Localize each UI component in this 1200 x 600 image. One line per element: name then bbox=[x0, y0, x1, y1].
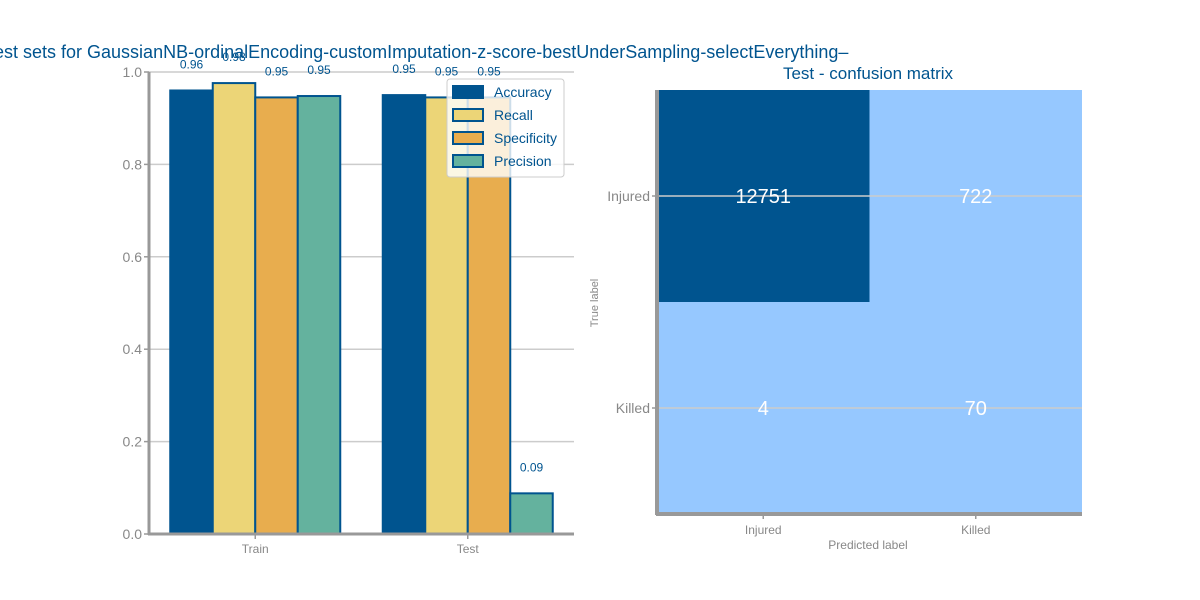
heatmap-cell-value: 722 bbox=[959, 186, 992, 208]
bar-value-label: 0.96 bbox=[180, 57, 204, 71]
heatmap-ylabel: True label bbox=[589, 279, 601, 328]
legend-swatch bbox=[452, 131, 484, 145]
heatmap-cell-value: 70 bbox=[965, 398, 987, 420]
legend-swatch bbox=[452, 85, 484, 99]
legend-swatch bbox=[452, 108, 484, 122]
bar bbox=[211, 82, 257, 535]
legend-label: Recall bbox=[494, 107, 533, 123]
bar-chart-x-ticks: Train Test bbox=[242, 534, 480, 556]
heatmap-x-tick-label: Injured bbox=[745, 523, 782, 537]
y-tick-label: 0.6 bbox=[123, 249, 143, 265]
y-tick-label: 0.0 bbox=[123, 526, 143, 542]
bar bbox=[296, 95, 342, 536]
bar-value-label: 0.95 bbox=[307, 63, 331, 77]
heatmap-title: Test - confusion matrix bbox=[783, 64, 954, 83]
bar-chart-y-ticks: 0.0 0.2 0.4 0.6 0.8 1.0 bbox=[123, 64, 149, 542]
legend: Accuracy Recall Specificity Precision bbox=[446, 78, 565, 178]
heatmap-cells bbox=[657, 90, 1082, 514]
heatmap-cell-values: 12751 722 4 70 bbox=[735, 186, 992, 420]
x-tick-label: Test bbox=[457, 542, 480, 556]
legend-label: Specificity bbox=[494, 130, 557, 146]
bar-value-label: 0.95 bbox=[435, 64, 459, 78]
bar bbox=[254, 96, 299, 535]
y-tick-label: 0.4 bbox=[123, 341, 143, 357]
legend-swatch bbox=[452, 154, 484, 168]
legend-label: Accuracy bbox=[494, 84, 552, 100]
bar bbox=[381, 94, 427, 535]
heatmap-cell-value: 4 bbox=[758, 398, 769, 420]
bar-value-label: 0.95 bbox=[265, 64, 289, 78]
legend-box bbox=[446, 78, 565, 178]
x-tick-label: Train bbox=[242, 542, 269, 556]
heatmap-y-tick-label: Killed bbox=[616, 400, 650, 416]
bar-chart-data-labels: 0.96 0.98 0.95 0.95 0.95 0.95 0.95 0.09 bbox=[180, 50, 544, 474]
y-tick-label: 0.8 bbox=[123, 156, 143, 172]
bar-value-label: 0.95 bbox=[477, 64, 501, 78]
heatmap-gridlines bbox=[657, 195, 1082, 409]
heatmap-ticks: Injured Killed Injured Killed bbox=[607, 188, 990, 537]
y-tick-label: 1.0 bbox=[123, 64, 143, 80]
bar-value-label: 0.98 bbox=[222, 50, 246, 64]
bar-chart-title: est sets for GaussianNB-ordinalEncoding-… bbox=[0, 42, 848, 62]
heatmap-y-tick-label: Injured bbox=[607, 188, 650, 204]
bar bbox=[169, 89, 214, 535]
bar bbox=[509, 492, 554, 535]
bar-value-label: 0.95 bbox=[392, 62, 416, 76]
y-tick-label: 0.2 bbox=[123, 434, 143, 450]
legend-label: Precision bbox=[494, 153, 552, 169]
bar-value-label: 0.09 bbox=[520, 460, 544, 474]
heatmap-cell-value: 12751 bbox=[735, 186, 791, 208]
heatmap-xlabel: Predicted label bbox=[828, 538, 907, 552]
heatmap-x-tick-label: Killed bbox=[961, 523, 990, 537]
